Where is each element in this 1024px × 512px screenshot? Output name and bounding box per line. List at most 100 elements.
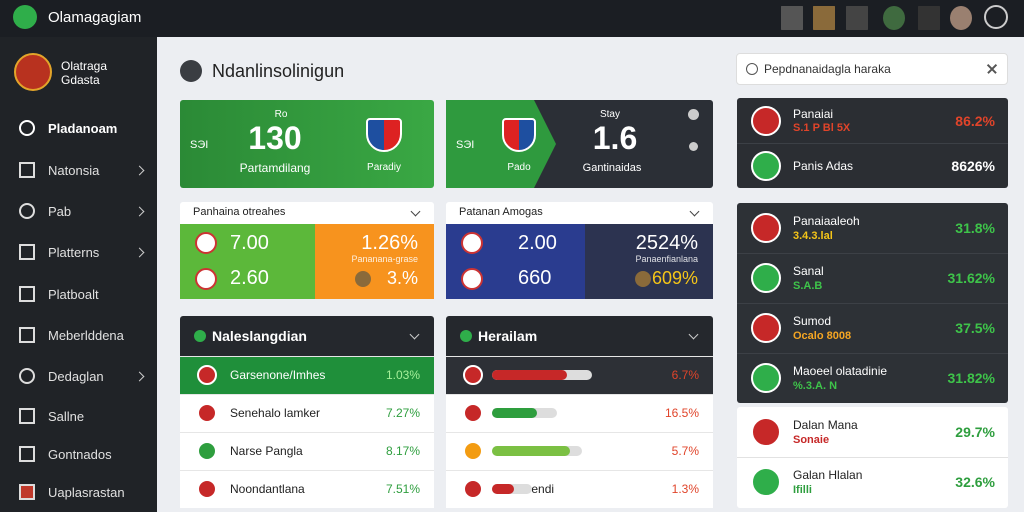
top-icon[interactable] <box>883 6 905 30</box>
menu-label: Dedaglan <box>48 368 104 384</box>
odds-right <box>315 224 434 299</box>
panel-name: Dalan Mana <box>793 418 858 432</box>
menu-label: Platterns <box>48 244 100 260</box>
panel-value: 86.2% <box>955 112 995 129</box>
team-icon <box>751 467 781 497</box>
table-row[interactable] <box>180 470 434 508</box>
panel-sub: Ifilli <box>793 483 812 496</box>
search-text: Pepdnanaidagla haraka <box>764 62 891 76</box>
stat-value: 130 <box>248 120 302 156</box>
top-bar <box>0 0 1024 37</box>
odds-sub: Pananana-grase <box>351 253 418 264</box>
odds-icon <box>635 271 651 287</box>
table-row[interactable] <box>180 394 434 432</box>
odds-value: 660 <box>518 267 552 289</box>
odds-percent: 3.% <box>386 268 418 288</box>
card-icon <box>687 108 699 120</box>
table-title: Herailam <box>478 328 538 344</box>
menu-label: Sallne <box>48 408 85 424</box>
top-icon[interactable] <box>813 6 835 30</box>
odds-value: 7.00 <box>230 232 269 254</box>
row-icon <box>197 365 217 385</box>
app-title: Olamagagiam <box>48 8 142 26</box>
search-box[interactable] <box>736 53 1008 85</box>
menu-icon <box>19 203 35 219</box>
table-icon <box>460 330 472 342</box>
team-icon <box>461 268 483 290</box>
settings-button <box>984 5 1008 29</box>
table-row[interactable] <box>446 394 713 432</box>
top-icon[interactable] <box>950 6 972 30</box>
panel-name: Maoeel olatadinie <box>793 364 888 378</box>
panel-sub: Sonaie <box>793 433 830 446</box>
stat-note: Stay <box>599 109 620 120</box>
row-icon <box>463 365 483 385</box>
progress-fill <box>492 446 570 456</box>
menu-label: Platboalt <box>48 286 99 302</box>
search-icon <box>746 63 758 75</box>
panel-sub: Ocalo 8008 <box>793 329 852 342</box>
stat-label: Partamdilang <box>239 161 311 175</box>
odds-sub: Panaenfianlana <box>635 253 698 264</box>
stat-badge: Paradiy <box>367 162 401 173</box>
row-value: 7.27% <box>385 406 420 420</box>
row-value: 5.7% <box>671 444 699 458</box>
team-icon <box>751 363 781 393</box>
table-row[interactable] <box>446 470 713 508</box>
odds-value: 2.60 <box>230 267 269 289</box>
team-icon <box>751 150 781 181</box>
panel-name: Panaiai <box>793 106 834 121</box>
odds-title: Panhaina otreahes <box>193 205 286 218</box>
team-icon <box>751 417 781 447</box>
panel-value: 31.62% <box>947 270 995 286</box>
panel-value: 29.7% <box>955 424 995 440</box>
panel-row[interactable] <box>737 353 1008 403</box>
panel-row[interactable] <box>737 143 1008 188</box>
progress-fill <box>492 370 567 380</box>
panel-name: Panaiaaleoh <box>793 214 860 228</box>
panel-row[interactable] <box>737 303 1008 353</box>
profile-avatar <box>14 53 52 91</box>
team-badge <box>502 118 536 152</box>
table-row[interactable] <box>180 432 434 470</box>
table-title: Naleslangdian <box>212 328 307 344</box>
menu-icon <box>19 446 35 462</box>
odds-value: 2.00 <box>518 232 557 254</box>
row-value: 6.7% <box>671 368 699 382</box>
card-icon <box>688 141 698 151</box>
panel-name: Sumod <box>793 314 832 328</box>
top-icon[interactable] <box>918 6 940 30</box>
team-icon <box>751 105 781 136</box>
row-icon <box>197 403 217 423</box>
menu-icon <box>19 162 35 178</box>
table-row[interactable] <box>180 356 434 394</box>
row-icon <box>197 479 217 499</box>
panel-row[interactable] <box>737 457 1008 507</box>
menu-label: Natonsia <box>48 162 100 178</box>
top-icon[interactable] <box>846 6 868 30</box>
menu-icon <box>19 327 35 343</box>
panel-sub: %.3.A. N <box>793 379 838 392</box>
row-icon <box>197 441 217 461</box>
panel-row[interactable] <box>737 253 1008 303</box>
header-icon <box>180 60 202 82</box>
progress-fill <box>492 484 514 494</box>
stat-label: Gantinaidas <box>582 161 642 174</box>
panel-sub: S.1 P Bl 5X <box>793 122 851 134</box>
menu-label: Meberlddena <box>48 327 124 343</box>
odds-percent: 2524% <box>635 232 698 254</box>
row-value: 1.03% <box>385 368 420 382</box>
odds-title: Patanan Amogas <box>459 205 543 218</box>
menu-icon <box>19 484 35 500</box>
table-header <box>446 316 713 356</box>
panel-sub: 3.4.3.lal <box>793 229 833 242</box>
odds-percent: 609% <box>651 268 698 288</box>
panel-value: 31.8% <box>955 220 995 236</box>
menu-icon <box>19 408 35 424</box>
top-icon[interactable] <box>781 6 803 30</box>
panel-value: 32.6% <box>955 474 995 490</box>
row-icon <box>463 441 483 461</box>
row-name: Noondantlana <box>230 482 305 496</box>
profile-name: Olatraga <box>61 59 108 73</box>
